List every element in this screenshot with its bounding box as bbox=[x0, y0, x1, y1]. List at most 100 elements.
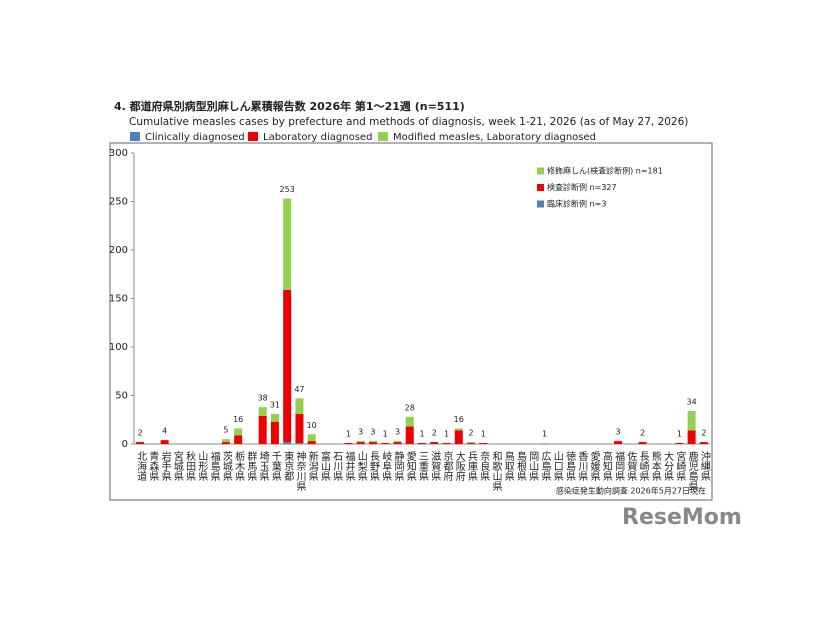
x-tick-label: 島根県 bbox=[515, 450, 527, 482]
x-tick-label: 茨城県 bbox=[220, 450, 232, 482]
x-tick-label: 富山県 bbox=[318, 450, 330, 482]
x-tick-label: 兵庫県 bbox=[466, 450, 478, 482]
x-tick-label: 青森県 bbox=[147, 450, 159, 482]
y-tick-label: 0 bbox=[122, 439, 128, 450]
legend-swatch bbox=[378, 132, 388, 141]
total-label: 1 bbox=[542, 430, 547, 439]
legend-swatch bbox=[130, 132, 140, 141]
total-label: 3 bbox=[370, 428, 375, 437]
x-tick-label: 新潟県 bbox=[306, 450, 318, 482]
total-label: 2 bbox=[468, 429, 473, 438]
x-tick-label: 大分県 bbox=[662, 450, 674, 482]
legend-label: Clinically diagnosed bbox=[145, 132, 245, 143]
total-label: 16 bbox=[233, 415, 243, 424]
bar-segment bbox=[221, 439, 230, 443]
bar-segment bbox=[454, 428, 463, 431]
bar-segment bbox=[221, 442, 230, 444]
x-tick-label: 愛媛県 bbox=[588, 450, 600, 482]
bar-segment bbox=[442, 443, 451, 444]
bar-segment bbox=[418, 443, 426, 444]
x-tick-label: 宮崎県 bbox=[674, 450, 686, 482]
x-tick-label: 広島県 bbox=[539, 450, 551, 482]
bar-segment bbox=[283, 442, 292, 444]
bar-segment bbox=[234, 428, 243, 436]
x-tick-label: 福岡県 bbox=[613, 450, 625, 482]
y-tick-label: 150 bbox=[109, 294, 128, 305]
bar-segment bbox=[699, 442, 708, 444]
total-label: 1 bbox=[383, 430, 388, 439]
x-tick-label: 佐賀県 bbox=[625, 451, 637, 482]
bar-segment bbox=[614, 441, 623, 444]
x-tick-label: 福島県 bbox=[208, 450, 220, 482]
x-tick-label: 埼玉県 bbox=[257, 450, 269, 482]
bar-segment bbox=[258, 415, 267, 444]
x-tick-label: 神奈川県 bbox=[294, 450, 306, 492]
legend-label: 検査診断例 n=327 bbox=[547, 182, 617, 192]
x-tick-label: 高知県 bbox=[600, 450, 612, 482]
x-tick-label: 群馬県 bbox=[245, 450, 257, 482]
bar-segment bbox=[295, 398, 304, 414]
x-tick-label: 静岡県 bbox=[392, 450, 404, 482]
legend-label: 修飾麻しん(検査診断例) n=181 bbox=[547, 166, 663, 176]
bar-segment bbox=[430, 442, 439, 444]
bar-segment bbox=[405, 426, 414, 444]
x-tick-label: 福井県 bbox=[343, 450, 355, 482]
total-label: 38 bbox=[258, 394, 268, 403]
legend-swatch bbox=[537, 167, 544, 175]
bar-segment bbox=[638, 442, 647, 444]
x-tick-label: 香川県 bbox=[576, 451, 588, 482]
bar-segment bbox=[687, 430, 696, 444]
watermark: ReseMom bbox=[622, 505, 742, 530]
y-tick-label: 200 bbox=[109, 245, 128, 256]
x-tick-label: 滋賀県 bbox=[429, 450, 441, 482]
total-label: 2 bbox=[138, 429, 143, 438]
bar-segment bbox=[234, 435, 243, 444]
total-label: 5 bbox=[223, 426, 228, 435]
x-tick-label: 東京都 bbox=[282, 450, 294, 482]
y-tick-label: 250 bbox=[109, 197, 128, 208]
x-tick-label: 徳島県 bbox=[564, 450, 576, 482]
total-label: 3 bbox=[395, 428, 400, 437]
x-tick-label: 奈良県 bbox=[478, 450, 490, 482]
chart-title: 4. 都道府県別病型別麻しん累積報告数 2026年 第1～21週 (n=511) bbox=[114, 99, 465, 113]
total-label: 3 bbox=[358, 428, 363, 437]
chart-frame bbox=[109, 142, 713, 501]
bar-segment bbox=[687, 411, 696, 431]
bar-segment bbox=[136, 442, 145, 444]
x-tick-label: 岡山県 bbox=[527, 451, 539, 482]
y-tick-label: 300 bbox=[109, 148, 128, 159]
bar-segment bbox=[454, 430, 463, 444]
legend-label: Laboratory diagnosed bbox=[263, 132, 372, 143]
bar-segment bbox=[467, 442, 476, 444]
bar-segment bbox=[356, 441, 365, 443]
bar-segment bbox=[479, 443, 488, 444]
total-label: 1 bbox=[481, 430, 486, 439]
legend-swatch bbox=[537, 200, 544, 208]
chart-subtitle: Cumulative measles cases by prefecture a… bbox=[129, 116, 688, 128]
total-label: 1 bbox=[419, 430, 424, 439]
bar-segment bbox=[258, 407, 267, 416]
bar-segment bbox=[283, 198, 292, 290]
total-label: 2 bbox=[640, 429, 645, 438]
bar-segment bbox=[344, 443, 353, 444]
x-tick-label: 秋田県 bbox=[184, 450, 196, 482]
x-tick-label: 山梨県 bbox=[355, 451, 367, 482]
bar-segment bbox=[295, 413, 304, 444]
total-label: 1 bbox=[444, 430, 449, 439]
total-label: 16 bbox=[454, 415, 464, 424]
bar-segment bbox=[270, 421, 279, 444]
legend-label: 臨床診断例 n=3 bbox=[547, 199, 606, 209]
x-tick-label: 岐阜県 bbox=[380, 450, 392, 482]
total-label: 47 bbox=[294, 385, 304, 394]
x-tick-label: 京都府 bbox=[441, 450, 453, 482]
bar-segment bbox=[405, 416, 414, 427]
x-tick-label: 長崎県 bbox=[637, 451, 649, 482]
x-tick-label: 栃木県 bbox=[233, 450, 245, 482]
total-label: 4 bbox=[162, 427, 167, 436]
source-note: 感染症発生動向調査 2026年5月27日現在 bbox=[556, 486, 706, 496]
x-tick-label: 宮城県 bbox=[171, 450, 183, 482]
x-tick-label: 沖縄県 bbox=[698, 450, 710, 482]
y-tick-label: 100 bbox=[109, 342, 128, 353]
x-tick-label: 山形県 bbox=[196, 451, 208, 482]
bar-segment bbox=[467, 443, 476, 444]
